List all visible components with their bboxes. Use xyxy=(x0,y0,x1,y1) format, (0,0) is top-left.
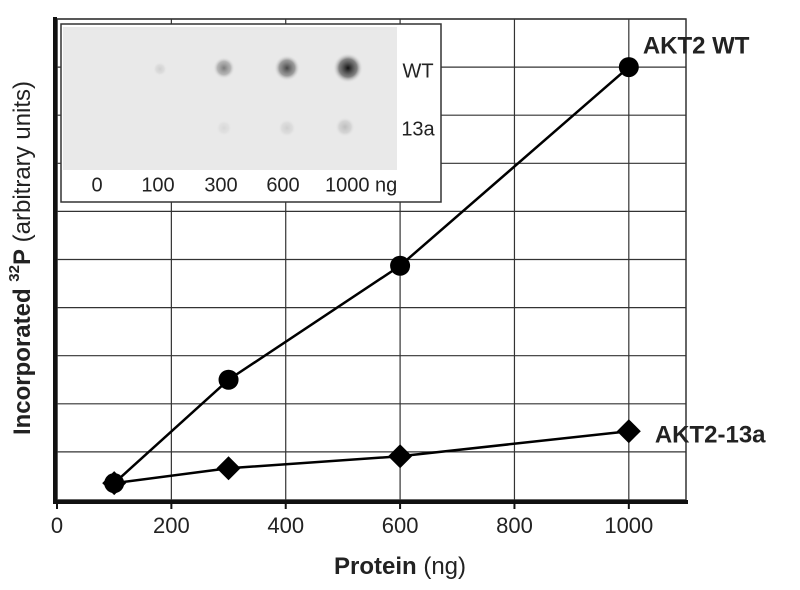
y-title-bold: P xyxy=(9,249,36,265)
x-title-unit: (ng) xyxy=(423,553,466,580)
point xyxy=(218,369,239,390)
blot-spot xyxy=(213,57,235,79)
point xyxy=(616,419,641,444)
inset-lane-label: 300 xyxy=(204,174,237,196)
series-label: AKT2 WT xyxy=(643,32,750,59)
inset-lane-label: 600 xyxy=(266,174,299,196)
blot-spot xyxy=(333,53,363,83)
y-title-bold: Incorporated xyxy=(9,282,36,435)
x-tick-label: 800 xyxy=(496,513,533,538)
blot-image xyxy=(63,27,397,170)
x-tick-label: 600 xyxy=(382,513,419,538)
series-label: AKT2-13a xyxy=(655,422,766,449)
blot-spot xyxy=(216,120,232,136)
inset: WT 13a 0 100 300 600 1000 ng xyxy=(60,23,442,203)
inset-row-label: WT xyxy=(402,60,433,82)
y-title-sup: 32 xyxy=(6,265,23,282)
blot-spot xyxy=(274,55,300,81)
inset-lane-label: 100 xyxy=(141,174,174,196)
x-tick-label: 400 xyxy=(267,513,304,538)
blot-spot xyxy=(278,119,296,137)
marks: AKT2 WT AKT2-13a xyxy=(102,32,766,496)
y-axis-title: Incorporated 32P (arbitrary units) xyxy=(6,81,36,435)
y-title-normal: (arbitrary units) xyxy=(9,81,36,249)
blot-spot xyxy=(153,62,167,76)
inset-row-label: 13a xyxy=(401,118,435,140)
inset-lane-label: 0 xyxy=(91,174,102,196)
series-line xyxy=(114,429,629,485)
x-tick-label: 200 xyxy=(153,513,190,538)
blot-spot xyxy=(335,117,355,137)
x-title-bold: Protein xyxy=(334,553,417,580)
point xyxy=(618,57,639,78)
x-tick-label: 0 xyxy=(51,513,63,538)
point xyxy=(388,444,413,469)
point xyxy=(102,471,127,496)
inset-lane-label: 1000 ng xyxy=(325,174,397,196)
point xyxy=(216,456,241,481)
point xyxy=(390,255,411,276)
series-line xyxy=(113,66,630,485)
x-tick-label: 1000 xyxy=(604,513,653,538)
x-axis-title: Protein (ng) xyxy=(334,553,466,580)
